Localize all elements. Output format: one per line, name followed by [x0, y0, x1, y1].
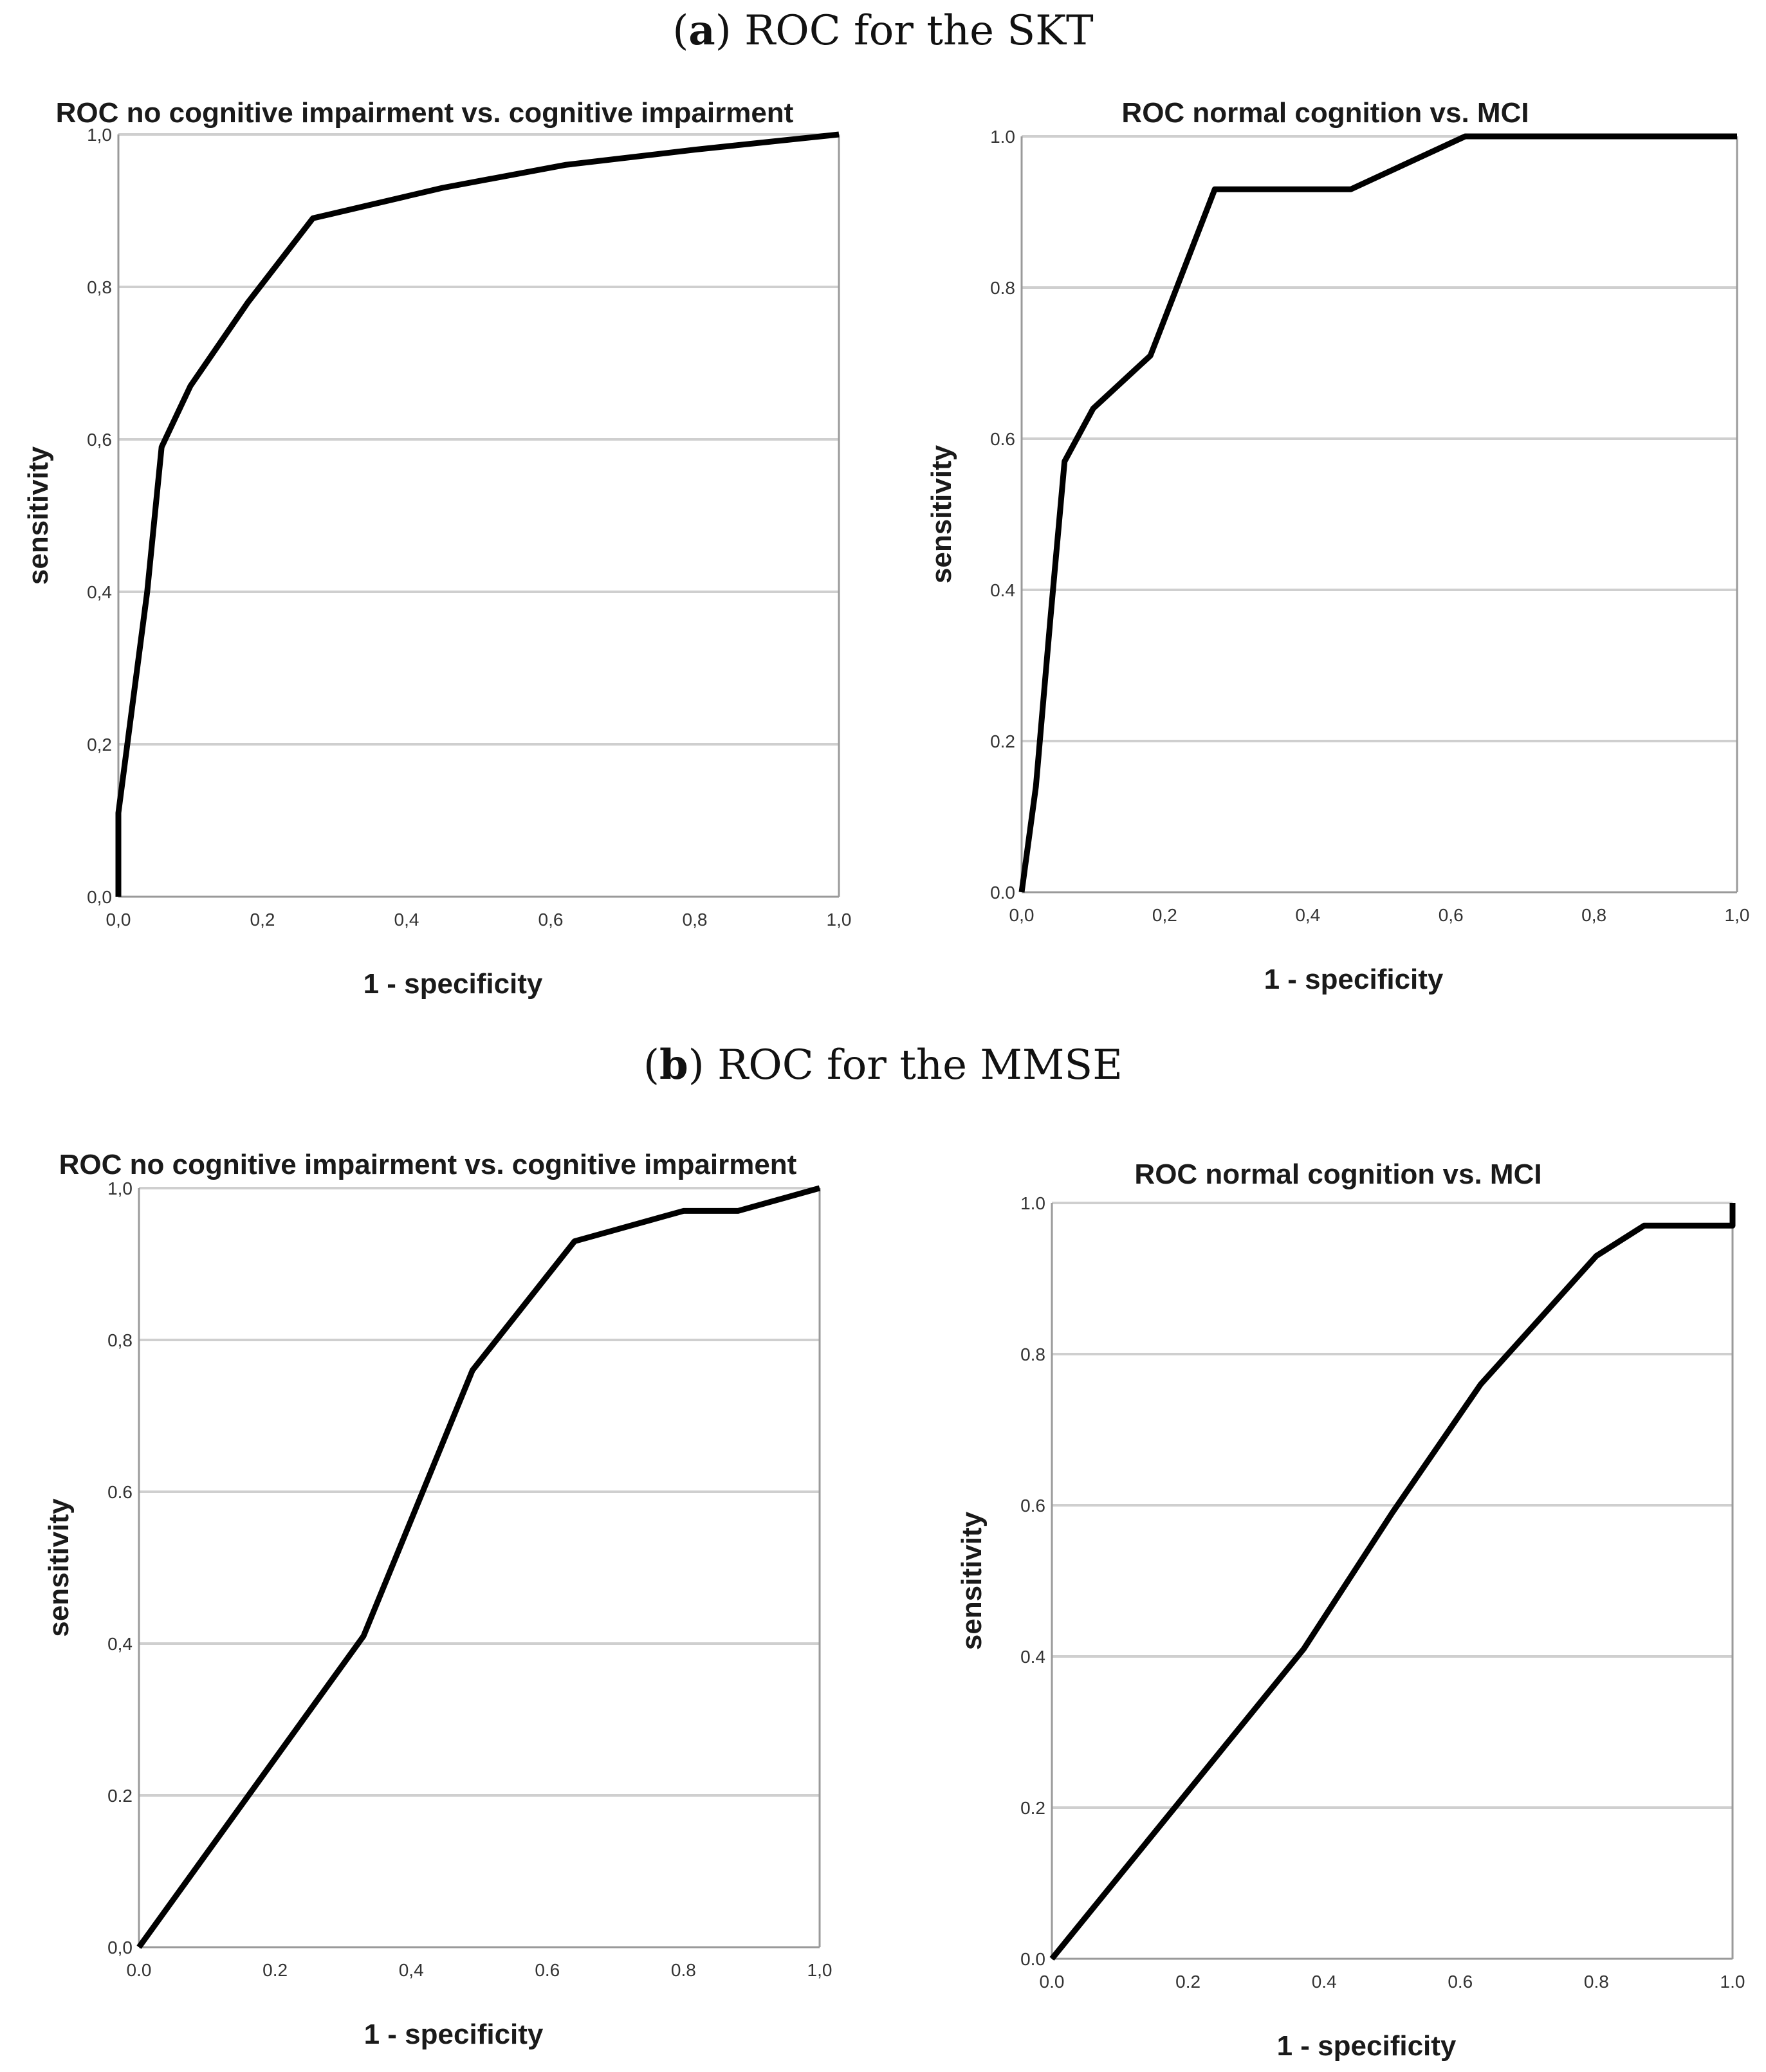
chart-title: ROC normal cognition vs. MCI — [1121, 97, 1529, 129]
roc-curve — [136, 1185, 821, 1949]
y-tick-label: 0,2 — [87, 735, 112, 755]
roc-curve — [1049, 1203, 1736, 1961]
x-tick-label: 0.2 — [262, 1960, 288, 1980]
y-tick-label: 0,8 — [107, 1330, 133, 1350]
x-tick-label: 0,8 — [683, 910, 708, 930]
x-tick-label: 0.6 — [535, 1960, 560, 1980]
x-tick-label: 1,0 — [807, 1960, 832, 1980]
y-tick-label: 1.0 — [990, 127, 1015, 147]
caption-b: (b) ROC for the MMSE — [643, 1041, 1123, 1089]
y-tick-label: 0,4 — [87, 582, 112, 602]
x-tick-label: 0.8 — [1584, 1972, 1609, 1992]
x-axis-label: 1 - specificity — [364, 2019, 544, 2050]
roc-curve — [1018, 133, 1737, 893]
y-tick-label: 0.2 — [107, 1786, 133, 1806]
x-tick-label: 0.6 — [1448, 1972, 1473, 1992]
y-axis-label: sensitivity — [926, 445, 957, 583]
y-tick-label: 1,0 — [87, 125, 112, 145]
y-tick-label: 1.0 — [1020, 1193, 1045, 1213]
x-tick-label: 0,0 — [106, 910, 131, 930]
chart-mmse-overall: 0,00.20,40.60,81,00.0 0.2 0,4 0.6 0.8 1,0ROC … — [43, 1149, 832, 2050]
y-tick-label: 0.0 — [990, 883, 1015, 903]
y-tick-label: 0.4 — [1020, 1647, 1045, 1667]
y-tick-label: 0.6 — [1020, 1496, 1045, 1516]
caption-b-text: ) ROC for the MMSE — [688, 1041, 1123, 1089]
x-tick-label: 0,4 — [399, 1960, 424, 1980]
x-tick-label: 0,6 — [538, 910, 564, 930]
x-tick-label: 0.8 — [671, 1960, 696, 1980]
chart-title: ROC no cognitive impairment vs. cognitiv… — [56, 97, 794, 129]
chart-skt-mci: 0.0 0.2 0.4 0.6 0.8 1.0 0,0 0,2 0,4 0,6 0,8 1,0 ROC … — [926, 97, 1750, 995]
y-tick-label: 1,0 — [107, 1178, 133, 1198]
y-tick-label: 0.8 — [1020, 1344, 1045, 1364]
y-tick-label: 0,6 — [87, 430, 112, 450]
y-tick-label: 0.8 — [990, 278, 1015, 298]
x-tick-label: 0.0 — [1040, 1972, 1065, 1992]
y-tick-label: 0.6 — [107, 1482, 133, 1502]
x-axis-label: 1 - specificity — [1277, 2030, 1457, 2062]
y-tick-label: 0.2 — [1020, 1798, 1045, 1818]
chart-mmse-mci: 0.0 0.2 0.4 0.6 0.8 1.0 0.0 0.2 0.4 0.6 0.8 1.0 ROC … — [956, 1159, 1745, 2062]
caption-a-letter: a — [688, 6, 715, 55]
x-tick-label: 1,0 — [1725, 905, 1750, 925]
chart-skt-overall: 0,00,20,40,60,81,00,0 0,2 0,4 0,6 0,8 1,0ROC … — [23, 97, 852, 1000]
y-tick-label: 0,0 — [107, 1938, 133, 1957]
caption-a: (a) ROC for the SKT — [672, 6, 1094, 55]
caption-a-text: ) ROC for the SKT — [715, 7, 1094, 55]
y-tick-label: 0.0 — [1020, 1949, 1045, 1969]
y-tick-label: 0.6 — [990, 429, 1015, 449]
x-axis-label: 1 - specificity — [1264, 964, 1444, 995]
y-axis-label: sensitivity — [956, 1511, 988, 1650]
x-tick-label: 1,0 — [827, 910, 852, 930]
x-axis-label: 1 - specificity — [363, 968, 543, 1000]
y-axis-label: sensitivity — [23, 446, 54, 585]
x-tick-label: 0,2 — [250, 910, 275, 930]
chart-title: ROC no cognitive impairment vs. cognitiv… — [59, 1149, 797, 1180]
x-tick-label: 0.0 — [127, 1960, 152, 1980]
x-tick-label: 0,4 — [1295, 905, 1320, 925]
caption-b-letter: b — [659, 1041, 688, 1089]
chart-title: ROC normal cognition vs. MCI — [1134, 1159, 1541, 1190]
x-tick-label: 0,0 — [1009, 905, 1035, 925]
y-axis-label: sensitivity — [43, 1498, 75, 1637]
y-tick-label: 0.4 — [990, 580, 1015, 600]
x-tick-label: 0.4 — [1312, 1972, 1337, 1992]
y-tick-label: 0,4 — [107, 1634, 133, 1654]
x-tick-label: 0,2 — [1152, 905, 1177, 925]
y-tick-label: 0,0 — [87, 887, 112, 907]
x-tick-label: 0.2 — [1175, 1972, 1200, 1992]
x-tick-label: 1.0 — [1720, 1972, 1745, 1992]
x-tick-label: 0,6 — [1439, 905, 1464, 925]
roc-curve — [115, 131, 840, 897]
x-tick-label: 0,8 — [1581, 905, 1606, 925]
x-tick-label: 0,4 — [394, 910, 419, 930]
y-tick-label: 0.2 — [990, 731, 1015, 751]
y-tick-label: 0,8 — [87, 277, 112, 297]
